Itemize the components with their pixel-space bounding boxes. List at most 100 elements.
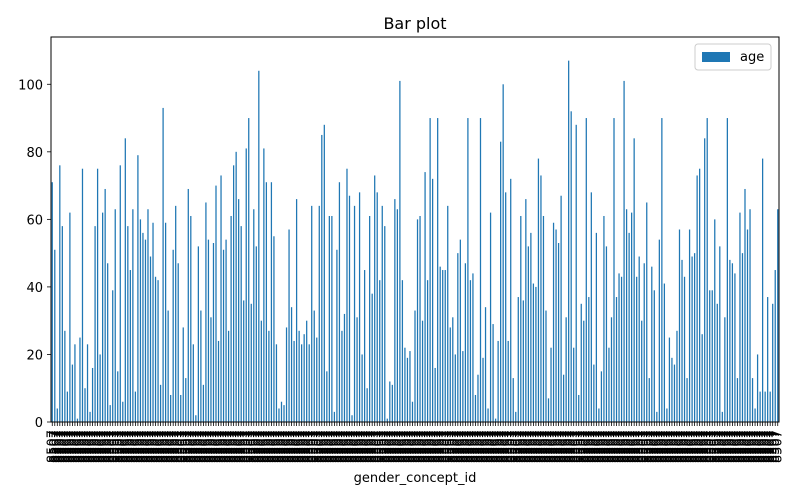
bar	[54, 249, 56, 422]
x-tick-label: 8507	[466, 430, 481, 463]
x-tick-label: 8507	[327, 430, 342, 463]
plot-area-frame	[50, 36, 780, 423]
x-tick-label: 8507	[446, 430, 461, 463]
y-tick-label: 80	[26, 146, 43, 161]
x-tick-label: 8507	[710, 430, 725, 463]
bar	[691, 256, 693, 422]
x-tick-label: 8507	[521, 430, 536, 463]
x-tick-label: 8507	[635, 430, 650, 463]
bar	[721, 411, 723, 422]
x-tick-label: 8507	[98, 430, 113, 463]
bar	[739, 212, 741, 422]
bar	[51, 182, 53, 422]
x-tick-label: 8507	[604, 430, 619, 463]
x-tick-label: 8507	[295, 430, 310, 463]
x-tick-label: 8507	[511, 430, 526, 463]
x-tick-label: 8507	[375, 430, 390, 463]
x-tick-label: 8507	[58, 430, 73, 463]
bar	[205, 202, 207, 422]
x-tick-label: 8507	[559, 430, 574, 463]
x-tick-label: 8507	[569, 430, 584, 463]
x-tick-label: 8507	[229, 430, 244, 463]
bar	[578, 394, 580, 422]
x-tick-label: 8507	[320, 430, 335, 463]
bar	[719, 246, 721, 422]
bar	[472, 273, 474, 422]
bar	[74, 344, 76, 422]
x-tick-label: 8507	[436, 430, 451, 463]
bar	[346, 168, 348, 422]
bar	[162, 107, 164, 423]
x-tick-label: 8507	[355, 430, 370, 463]
x-tick-label: 8507	[723, 430, 738, 463]
x-tick-label: 8507	[166, 430, 181, 463]
bar	[673, 364, 676, 422]
bar	[636, 276, 638, 422]
bar	[220, 175, 222, 422]
bar	[240, 226, 242, 422]
bar	[565, 317, 567, 422]
bar	[651, 266, 653, 422]
bar	[180, 394, 182, 422]
x-tick-label: 8507	[433, 430, 448, 463]
x-tick-label: 8507	[146, 430, 161, 463]
x-tick-label: 8507	[126, 430, 141, 463]
x-tick-label: 8507	[103, 430, 118, 463]
bar	[394, 199, 396, 422]
bar	[298, 330, 300, 422]
bar	[157, 280, 159, 422]
bar	[56, 408, 58, 422]
x-tick-label: 8507	[101, 430, 116, 463]
x-tick-label: 8507	[672, 430, 687, 463]
x-tick-label: 8507	[280, 430, 295, 463]
bar	[323, 124, 325, 422]
bar	[416, 219, 419, 422]
x-tick-label: 8507	[768, 430, 783, 463]
bar	[306, 320, 308, 422]
bar	[510, 178, 512, 422]
bar	[774, 270, 776, 422]
bar	[71, 364, 74, 422]
x-tick-label: 8507	[655, 430, 670, 463]
bar	[76, 418, 79, 422]
x-tick-label: 8507	[620, 430, 635, 463]
x-tick-label: 8507	[640, 430, 655, 463]
bar	[454, 354, 456, 422]
bar	[437, 118, 439, 422]
x-tick-label: 8507	[75, 430, 90, 463]
bar	[709, 290, 711, 422]
x-tick-label: 8507	[428, 430, 443, 463]
bar	[351, 415, 353, 422]
bar	[646, 202, 648, 422]
bar	[200, 310, 202, 422]
x-tick-label: 8507	[348, 430, 363, 463]
x-tick-label: 8507	[715, 430, 730, 463]
x-tick-label: 8507	[526, 430, 541, 463]
chart-title: Bar plot	[383, 14, 446, 33]
bar	[182, 327, 184, 422]
bar	[573, 347, 575, 422]
bar	[641, 320, 643, 422]
x-tick-label: 8507	[81, 430, 96, 463]
x-tick-label: 8507	[645, 430, 660, 463]
bar	[384, 226, 386, 422]
x-tick-label: 8507	[290, 430, 305, 463]
x-tick-label: 8507	[380, 430, 395, 463]
bar	[459, 239, 461, 422]
x-tick-label: 8507	[610, 430, 625, 463]
x-tick-label: 8507	[738, 430, 753, 463]
bar	[401, 280, 404, 422]
bar	[66, 391, 69, 422]
x-tick-label: 8507	[199, 430, 214, 463]
x-tick-label: 8507	[138, 430, 153, 463]
x-axis-label: gender_concept_id	[354, 471, 477, 486]
bar	[429, 118, 431, 422]
bar	[540, 175, 542, 422]
legend-swatch-age	[702, 52, 730, 62]
x-tick-label: 8507	[368, 430, 383, 463]
bar	[497, 340, 499, 422]
x-tick-label: 8507	[479, 430, 494, 463]
x-tick-label: 8507	[499, 430, 514, 463]
bar	[84, 388, 86, 422]
x-tick-label: 8507	[365, 430, 380, 463]
